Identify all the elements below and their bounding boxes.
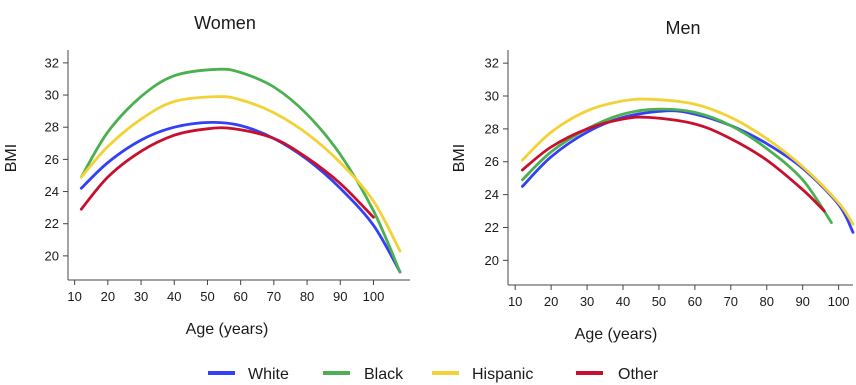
women-y-tick-label: 32 (45, 55, 59, 70)
women-series-line-other (79, 126, 375, 219)
men-x-tick-label: 100 (828, 294, 850, 309)
women-x-tick-label: 50 (200, 289, 214, 304)
women-x-tick-label: 70 (267, 289, 281, 304)
women-x-tick-label: 100 (363, 289, 385, 304)
women-x-tick-label: 60 (233, 289, 247, 304)
men-y-tick-label: 24 (485, 187, 499, 202)
women-x-tick-label: 40 (167, 289, 181, 304)
legend-label-hispanic: Hispanic (472, 366, 533, 383)
men-x-tick-label: 60 (688, 294, 702, 309)
men-x-tick-label: 40 (616, 294, 630, 309)
men-series-line-other (521, 115, 826, 213)
men-x-tick-label: 20 (544, 294, 558, 309)
women-y-axis-label: BMI (3, 144, 20, 172)
legend-label-white: White (248, 366, 289, 383)
men-y-tick-label: 26 (485, 154, 499, 169)
men-x-tick-label: 10 (508, 294, 522, 309)
men-y-tick-label: 32 (485, 56, 499, 71)
women-y-tick-label: 30 (45, 88, 59, 103)
men-y-tick-label: 20 (485, 253, 499, 268)
men-x-tick-label: 80 (760, 294, 774, 309)
men-panel: Men Age (years) BMI 20 22 24 26 28 30 32 10 20 30… (451, 18, 855, 343)
women-x-tick-label: 10 (67, 289, 81, 304)
women-panel: Women Age (years) BMI 20 22 24 26 28 30 32 10 20… (3, 13, 410, 338)
women-series-line-white (79, 120, 402, 274)
women-x-tick-label: 30 (134, 289, 148, 304)
legend-label-other: Other (618, 366, 659, 383)
men-y-tick-label: 22 (485, 220, 499, 235)
women-y-tick-label: 28 (45, 120, 59, 135)
women-x-tick-label: 80 (300, 289, 314, 304)
men-x-tick-label: 50 (652, 294, 666, 309)
men-y-axis-label: BMI (451, 144, 468, 172)
women-x-axis-label: Age (years) (186, 321, 269, 338)
women-x-tick-label: 90 (333, 289, 347, 304)
men-series-line-hispanic (521, 97, 855, 226)
women-y-tick-label: 20 (45, 248, 59, 263)
women-y-tick-label: 26 (45, 152, 59, 167)
legend: White Black Hispanic Other (208, 366, 659, 383)
legend-label-black: Black (364, 366, 404, 383)
women-x-tick-label: 20 (101, 289, 115, 304)
men-series-line-black (521, 107, 833, 224)
men-chart-title: Men (665, 18, 700, 38)
women-y-tick-label: 22 (45, 216, 59, 231)
men-series-line-white (521, 109, 855, 234)
women-series-line-hispanic (79, 95, 402, 253)
men-x-axis-label: Age (years) (575, 326, 658, 343)
women-chart-title: Women (194, 13, 256, 33)
men-y-tick-label: 28 (485, 121, 499, 136)
men-x-tick-label: 90 (795, 294, 809, 309)
men-y-tick-label: 30 (485, 89, 499, 104)
men-x-tick-label: 70 (724, 294, 738, 309)
men-x-tick-label: 30 (580, 294, 594, 309)
women-y-tick-label: 24 (45, 184, 59, 199)
